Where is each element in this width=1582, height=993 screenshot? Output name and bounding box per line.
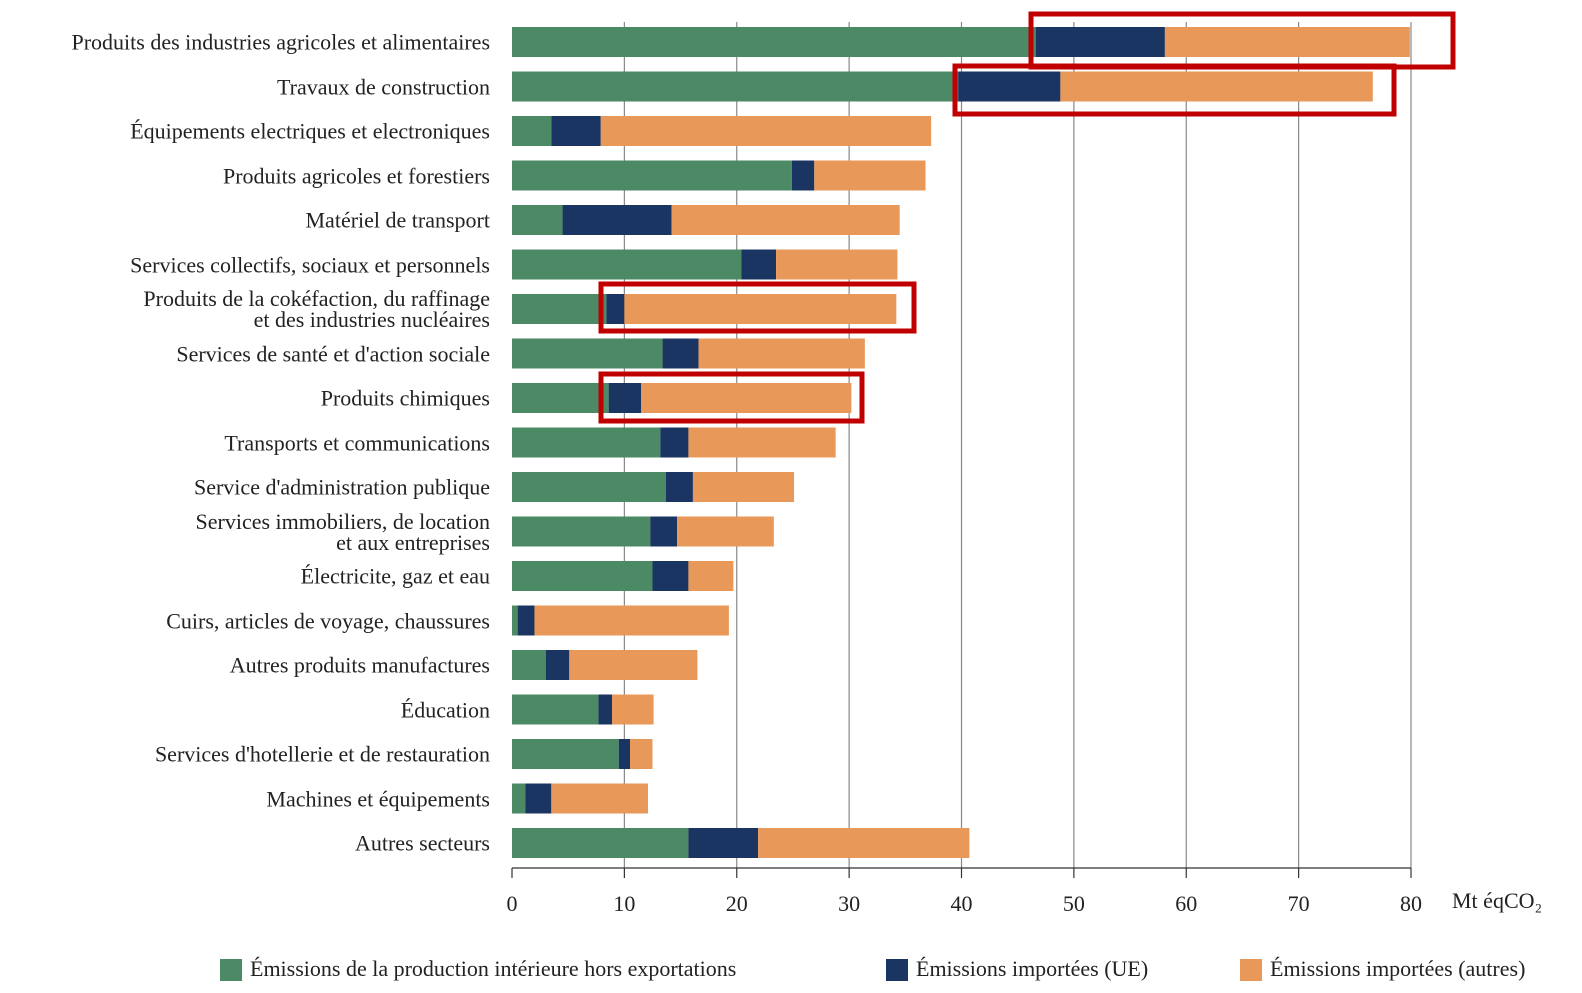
bar-segment	[512, 249, 742, 280]
x-tick-label: 80	[1400, 891, 1422, 916]
bar-segment	[1035, 27, 1165, 57]
bar-segment	[512, 205, 563, 235]
bar-segment	[629, 739, 653, 769]
bar-segment	[512, 383, 609, 413]
bar-segment	[551, 116, 601, 146]
bar-segment	[1060, 71, 1373, 102]
bar-segment	[606, 294, 625, 324]
bar-segment	[791, 160, 815, 191]
bar-segment	[958, 71, 1061, 102]
y-tick-label: Cuirs, articles de voyage, chaussures	[166, 608, 490, 633]
bar-segment	[618, 739, 630, 769]
y-tick-label: Services de santé et d'action sociale	[176, 341, 490, 366]
y-tick-label: Produits des industries agricoles et ali…	[71, 29, 490, 55]
bar-segment	[512, 116, 552, 146]
x-tick-label: 20	[726, 891, 748, 916]
highlight-box	[952, 63, 1397, 117]
x-tick-label: 30	[838, 891, 860, 916]
bar-segment	[688, 828, 759, 858]
y-tick-label: Transports et communications	[224, 430, 490, 455]
highlight-box	[598, 281, 917, 334]
bar-segment	[512, 783, 526, 814]
bar-segment	[512, 694, 599, 725]
highlight-box	[598, 371, 865, 424]
y-tick-label: Autres produits manufactures	[229, 652, 490, 678]
bar-segment	[512, 605, 518, 636]
y-tick-label: Équipements electriques et electroniques	[130, 118, 490, 144]
bar-segment	[512, 828, 689, 858]
bar-segment	[512, 294, 607, 324]
legend-label: Émissions de la production intérieure ho…	[250, 956, 736, 981]
bar-segment	[598, 694, 613, 725]
bars	[512, 27, 1410, 858]
x-axis-label: Mt éqCO₂	[1452, 888, 1542, 913]
bar-segment	[545, 650, 570, 680]
x-tick-label: 60	[1175, 891, 1197, 916]
y-tick-label: Services collectifs, sociaux et personne…	[130, 252, 490, 277]
bar-segment	[534, 605, 729, 636]
bar-segment	[688, 561, 734, 591]
bar-segment	[512, 71, 959, 102]
bar-segment	[525, 783, 552, 814]
x-tick-label: 50	[1063, 891, 1085, 916]
bar-segment	[600, 116, 932, 146]
bar-segment	[512, 561, 653, 591]
bar-segment	[652, 561, 689, 591]
y-tick-label: Services immobiliers, de location et aux…	[195, 508, 491, 555]
bar-segment	[512, 516, 651, 547]
bar-segment	[517, 605, 535, 636]
bar-segment	[741, 249, 777, 280]
y-tick-label: Produits chimiques	[320, 385, 490, 411]
bar-segment	[512, 27, 1036, 57]
bar-segment	[512, 338, 663, 369]
bar-segment	[512, 427, 661, 458]
highlights	[598, 11, 1456, 424]
bar-segment	[671, 205, 900, 235]
bar-segment	[688, 427, 836, 458]
bar-segment	[512, 739, 619, 769]
y-tick-label: Travaux de construction	[276, 74, 490, 99]
bar-segment	[650, 516, 678, 547]
x-tick-label: 0	[507, 891, 518, 916]
bar-segment	[562, 205, 672, 235]
y-tick-label: Éducation	[400, 697, 490, 722]
y-tick-label: Service d'administration publique	[193, 474, 490, 500]
legend-swatch	[886, 959, 908, 981]
bar-segment	[641, 383, 852, 413]
bar-segment	[512, 472, 666, 502]
bar-segment	[677, 516, 774, 547]
y-tick-label: Autres secteurs	[354, 830, 490, 856]
bar-segment	[1164, 27, 1410, 57]
y-tick-label: Électricite, gaz et eau	[300, 563, 490, 589]
y-tick-label: Matériel de transport	[305, 207, 491, 233]
bar-segment	[624, 294, 897, 324]
bar-segment	[776, 249, 898, 280]
bar-segment	[814, 160, 926, 191]
legend-label: Émissions importées (UE)	[916, 956, 1148, 981]
bar-segment	[512, 160, 792, 191]
bar-segment	[665, 472, 693, 502]
y-tick-label: Services d'hotellerie et de restauration	[154, 741, 490, 767]
bar-segment	[662, 338, 699, 369]
bar-segment	[512, 650, 546, 680]
legend-label: Émissions importées (autres)	[1270, 956, 1525, 981]
bar-segment	[612, 694, 654, 725]
bar-segment	[758, 828, 970, 858]
bar-segment	[608, 383, 642, 413]
y-tick-label: Machines et équipements	[266, 786, 490, 811]
x-tick-label: 10	[613, 891, 635, 916]
y-tick-label: Produits agricoles et forestiers	[223, 163, 490, 188]
x-tick-label: 40	[951, 891, 973, 916]
bar-segment	[698, 338, 865, 369]
y-tick-label: Produits de la cokéfaction, du raffinage…	[143, 286, 490, 332]
legend-swatch	[220, 959, 242, 981]
bar-segment	[569, 650, 698, 680]
legend-swatch	[1240, 959, 1262, 981]
bar-segment	[551, 783, 648, 814]
bar-segment	[692, 472, 795, 502]
bar-segment	[660, 427, 689, 458]
x-tick-label: 70	[1288, 891, 1310, 916]
